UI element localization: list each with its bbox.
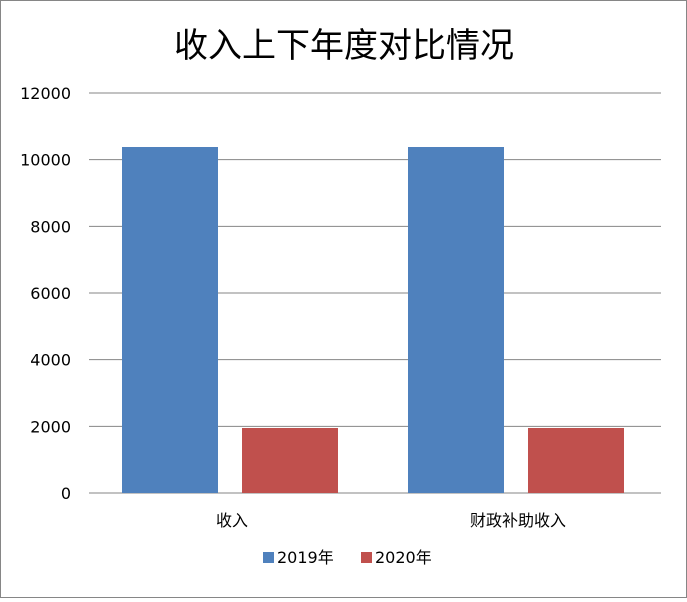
y-axis-ticks: 0 2000 4000 6000 8000 10000 12000 xyxy=(20,84,71,503)
y-tick-label: 0 xyxy=(61,484,71,503)
y-tick-label: 10000 xyxy=(20,151,71,170)
legend: 2019年 2020年 xyxy=(263,548,432,567)
y-tick-label: 12000 xyxy=(20,84,71,103)
chart-title: 收入上下年度对比情况 xyxy=(174,26,514,66)
bars xyxy=(122,147,624,493)
bar-series2-1 xyxy=(528,428,624,493)
legend-label: 2020年 xyxy=(375,548,432,567)
y-tick-label: 8000 xyxy=(30,217,71,236)
x-tick-label: 财政补助收入 xyxy=(470,511,566,530)
legend-swatch xyxy=(361,552,372,563)
y-tick-label: 4000 xyxy=(30,351,71,370)
legend-swatch xyxy=(263,552,274,563)
bar-series1-0 xyxy=(122,147,218,493)
x-axis-ticks: 收入 财政补助收入 xyxy=(216,511,566,530)
y-tick-label: 2000 xyxy=(30,417,71,436)
y-tick-label: 6000 xyxy=(30,284,71,303)
bar-series2-0 xyxy=(242,428,338,493)
bar-series1-1 xyxy=(408,147,504,493)
legend-label: 2019年 xyxy=(277,548,334,567)
x-tick-label: 收入 xyxy=(216,511,248,530)
